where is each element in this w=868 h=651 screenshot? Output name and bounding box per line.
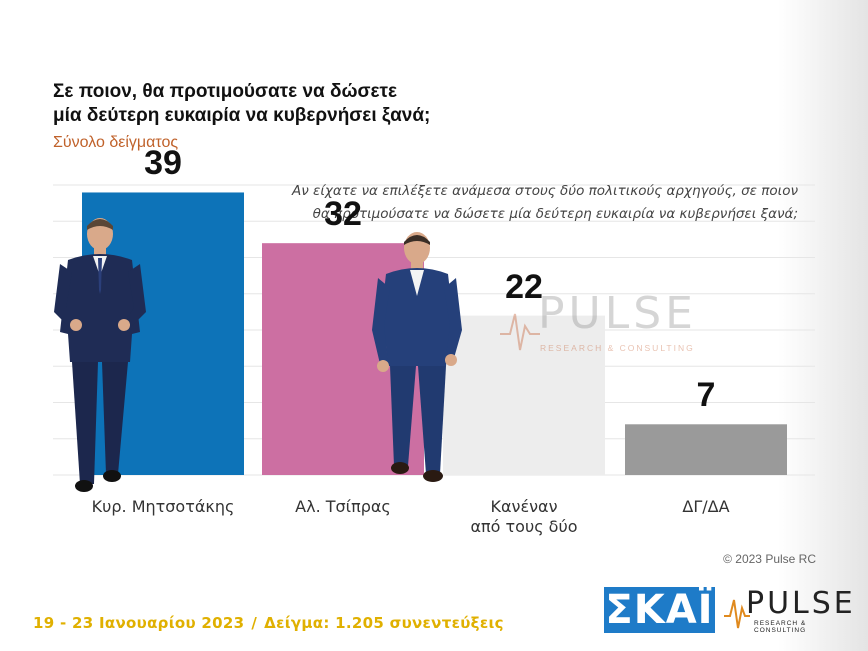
category-label-2-line-1: Κανέναν [490,497,558,516]
question-line-1: Αν είχατε να επιλέξετε ανάμεσα στους δύο… [291,183,798,199]
pulse-logo-word: PULSE [746,586,856,621]
fieldwork-dates: 19 - 23 Ιανουαρίου 2023 [33,614,245,632]
category-label-0: Κυρ. Μητσοτάκης [72,497,254,517]
bar-value-label-3: 7 [696,376,716,415]
bar-3 [625,424,787,475]
chart-subtitle: Σύνολο δείγματος [53,134,179,151]
title-line-1: Σε ποιον, θα προτιμούσατε να δώσετε [53,81,398,102]
chart-title: Σε ποιον, θα προτιμούσατε να δώσετε μία … [53,80,430,128]
copyright-notice: © 2023 Pulse RC [723,552,816,566]
survey-question: Αν είχατε να επιλέξετε ανάμεσα στους δύο… [238,180,798,226]
category-label-2: Κανέναν από τους δύο [433,497,615,537]
watermark-word: PULSE [538,288,697,339]
pulse-watermark: PULSE RESEARCH & CONSULTING [500,288,700,358]
watermark-tagline: RESEARCH & CONSULTING [540,343,695,353]
title-line-2: μία δεύτερη ευκαιρία να κυβερνήσει ξανά; [53,105,431,126]
category-label-0-line-1: Κυρ. Μητσοτάκης [91,497,235,516]
bar-value-label-0: 39 [144,144,182,183]
politician-photo-1 [54,218,146,492]
category-label-1-line-1: Αλ. Τσίπρας [295,497,391,516]
edge-shade [778,0,868,651]
question-line-2: θα προτιμούσατε να δώσετε μία δεύτερη ευ… [312,206,798,222]
category-label-3-line-1: ΔΓ/ΔΑ [682,497,730,516]
politician-photo-2 [372,232,462,482]
bar-2 [443,315,605,475]
skai-logo: ΣΚΑΪ [604,587,715,633]
sample-size: Δείγμα: 1.205 συνεντεύξεις [264,614,504,632]
bar-value-label-1: 32 [324,195,362,234]
category-label-2-line-2: από τους δύο [470,517,578,536]
footer-separator: / [251,614,258,632]
category-label-1: Αλ. Τσίπρας [252,497,434,517]
pulse-logo-tagline: RESEARCH & CONSULTING [754,620,807,634]
fieldwork-footer: 19 - 23 Ιανουαρίου 2023 / Δείγμα: 1.205 συ… [33,614,504,632]
pulse-logo: PULSE RESEARCH & CONSULTING [724,586,856,634]
category-label-3: ΔΓ/ΔΑ [615,497,797,517]
bar-value-label-2: 22 [505,267,543,306]
